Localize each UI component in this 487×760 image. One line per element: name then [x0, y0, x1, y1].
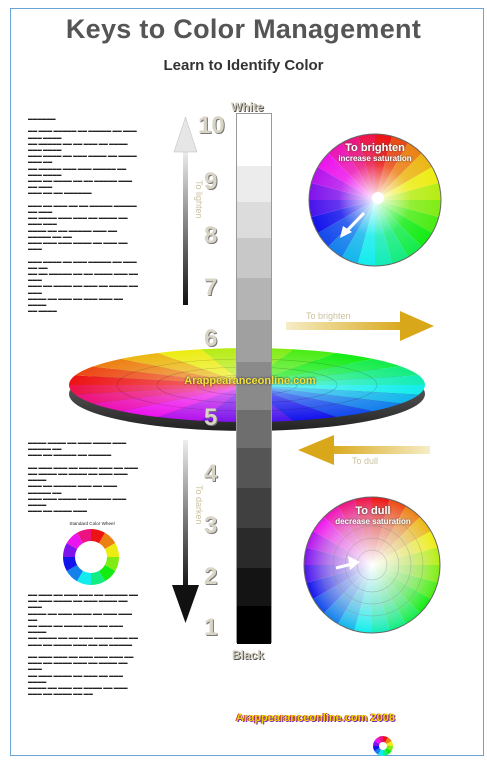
- top-wheel-title-1: To brighten: [345, 142, 405, 154]
- page-title: Keys to Color Management: [65, 14, 422, 44]
- top-wheel-title: To brighten increase saturation: [320, 142, 430, 163]
- darken-label: To darken: [194, 485, 204, 525]
- value-scale: [236, 113, 272, 644]
- logo: [373, 736, 393, 756]
- lighten-arrow: [173, 116, 198, 305]
- value-label-5: 5: [204, 404, 218, 431]
- top-wheel-title-2: increase saturation: [338, 154, 412, 163]
- value-label-2: 2: [204, 563, 218, 590]
- value-label-10: 10: [198, 112, 225, 139]
- value-label-6: 6: [204, 325, 218, 352]
- lighten-label: To lighten: [194, 180, 204, 219]
- bottom-wheel-title: To dull decrease saturation: [318, 505, 428, 526]
- black-label: Black: [232, 648, 265, 662]
- small-color-wheel: [63, 529, 119, 585]
- value-label-1: 1: [204, 614, 218, 641]
- bottom-wheel-title-2: decrease saturation: [335, 517, 411, 526]
- footer-site: Arappearanceonline.com 2008: [236, 712, 395, 724]
- value-label-7: 7: [204, 274, 218, 301]
- darken-arrow: [172, 440, 199, 623]
- dull-label: To dull: [352, 456, 379, 466]
- small-wheel-caption: Standard Color Wheel: [69, 521, 115, 526]
- bottom-wheel-title-1: To dull: [355, 505, 391, 517]
- value-label-9: 9: [204, 168, 218, 195]
- value-label-8: 8: [204, 222, 218, 249]
- value-label-3: 3: [204, 512, 218, 539]
- page-subtitle: Learn to Identify Color: [163, 57, 324, 74]
- steps-text-2: ▬▬ ▬▬▬ ▬▬ ▬▬▬ ▬▬▬ ▬▬ ▬▬▬▬▬ ▬▬ ▬▬ ▬▬▬ ▬▬▬…: [28, 592, 139, 697]
- hue-disc-label: Arappearanceonline.com: [184, 375, 316, 387]
- steps-text: ▬▬▬▬ ▬▬▬▬ ▬▬ ▬▬▬ ▬▬▬▬ ▬▬▬ ▬▬▬▬▬ ▬▬ ▬▬▬ ▬…: [28, 440, 139, 514]
- properties-text: ▬▬▬▬▬▬ ▬▬ ▬▬▬ ▬▬▬▬▬ ▬▬ ▬▬▬▬▬ ▬▬ ▬▬▬ ▬▬▬ …: [28, 116, 138, 314]
- dull-wheel: [303, 496, 441, 634]
- white-label: White: [231, 100, 264, 114]
- dull-arrow: [298, 435, 430, 465]
- brighten-arrow: [286, 311, 434, 341]
- brighten-wheel: [308, 133, 442, 267]
- value-label-4: 4: [204, 460, 218, 487]
- brighten-label: To brighten: [306, 311, 351, 321]
